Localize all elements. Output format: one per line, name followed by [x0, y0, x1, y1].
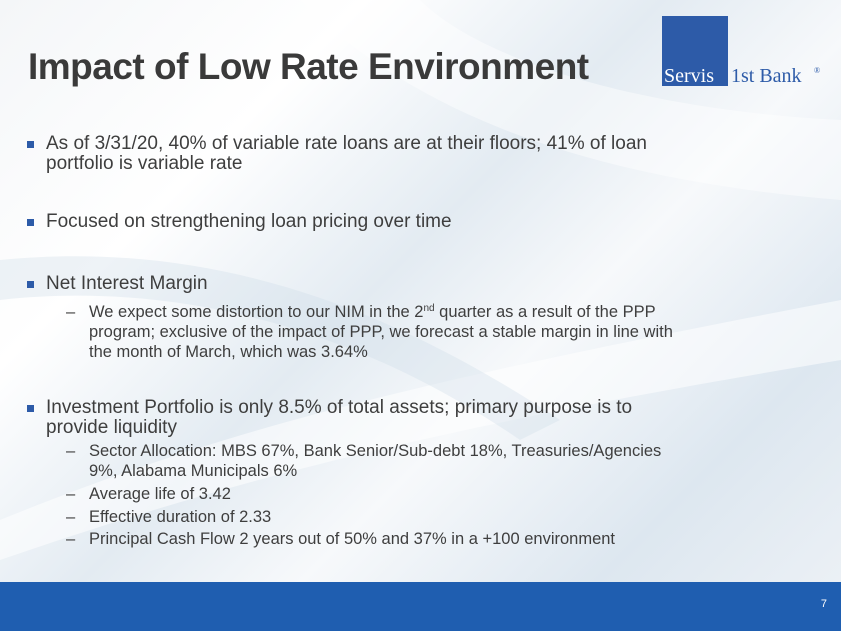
logo-registered-mark: ® — [814, 66, 821, 75]
sub-bullet-text: Sector Allocation: MBS 67%, Bank Senior/… — [89, 442, 662, 460]
sub-bullet-text: the month of March, which was 3.64% — [89, 343, 368, 361]
bullet-text: Net Interest Margin — [46, 273, 208, 294]
sub-bullet-text: We expect some distortion to our NIM in … — [89, 303, 656, 321]
bullet-marker — [27, 141, 34, 148]
sub-bullet-text: 9%, Alabama Municipals 6% — [89, 462, 298, 480]
page-number: 7 — [820, 598, 827, 610]
servisfirst-logo: Servis 1st Bank ® — [662, 16, 832, 86]
sub-bullet-dash: – — [66, 508, 76, 526]
sub-bullet-dash: – — [66, 442, 76, 460]
sub-bullet-principal-cash-flow: Principal Cash Flow 2 years out of 50% a… — [89, 530, 616, 548]
bullet-text: provide liquidity — [46, 417, 177, 438]
bullet-variable-rate: As of 3/31/20, 40% of variable rate loan… — [46, 134, 726, 174]
logo-box — [662, 16, 728, 86]
sub-bullet-text: program; exclusive of the impact of PPP,… — [89, 323, 673, 341]
sub-bullet-dash: – — [66, 485, 76, 503]
footer-bar: 7 — [0, 582, 841, 631]
bullet-text: Focused on strengthening loan pricing ov… — [46, 211, 452, 232]
sub-bullet-average-life: Average life of 3.42 — [89, 485, 231, 503]
sub-bullet-dash: – — [66, 303, 76, 321]
sub-bullet-effective-duration: Effective duration of 2.33 — [89, 508, 272, 526]
logo-text-bank: 1st Bank — [731, 65, 802, 87]
bullet-marker — [27, 219, 34, 226]
bullet-marker — [27, 405, 34, 412]
bullet-net-interest-margin: Net Interest Margin — [46, 274, 726, 294]
bullet-investment-portfolio: Investment Portfolio is only 8.5% of tot… — [46, 398, 726, 438]
sub-bullet-dash: – — [66, 530, 76, 548]
bullet-text: portfolio is variable rate — [46, 153, 243, 174]
bullet-loan-pricing: Focused on strengthening loan pricing ov… — [46, 212, 726, 232]
bullet-marker — [27, 281, 34, 288]
bullet-text: Investment Portfolio is only 8.5% of tot… — [46, 397, 633, 418]
sub-bullet-sector-allocation: Sector Allocation: MBS 67%, Bank Senior/… — [89, 441, 739, 481]
logo-text-servis: Servis — [664, 65, 714, 87]
bullet-text: As of 3/31/20, 40% of variable rate loan… — [46, 133, 647, 154]
slide-title: Impact of Low Rate Environment — [28, 46, 589, 87]
sub-bullet-nim-outlook: We expect some distortion to our NIM in … — [89, 302, 739, 362]
